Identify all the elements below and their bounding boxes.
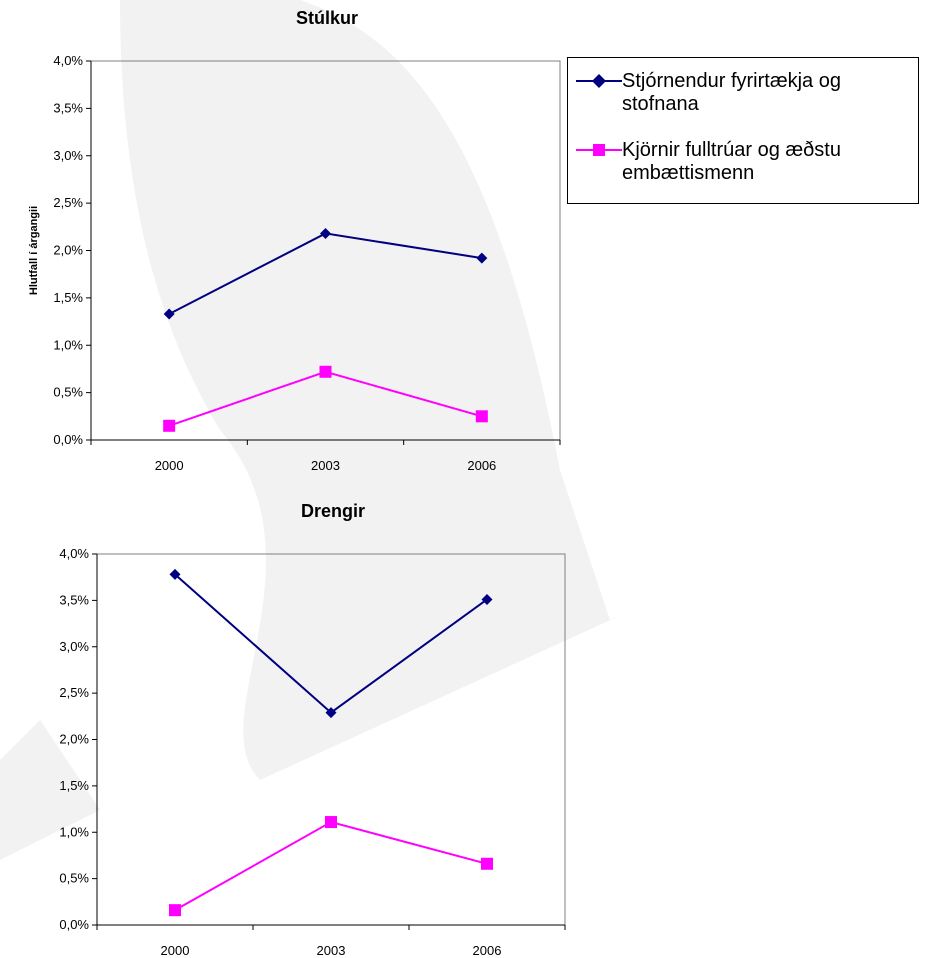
y-tick-label: 2,5% [53,195,83,210]
y-tick-label: 2,5% [59,685,89,700]
series-line [168,232,482,315]
data-point-diamond [481,593,493,605]
y-tick-label: 1,5% [53,290,83,305]
legend-item-kjornir: Kjörnir fulltrúar og æðstu embættismenn [576,139,912,185]
plot-area [96,553,566,926]
data-point-square [169,904,181,917]
data-point-square [481,857,493,870]
data-point-square [319,365,332,378]
legend-swatch-square [576,144,622,156]
legend: Stjórnendur fyrirtækja og stofnana Kjörn… [567,57,919,204]
chart-title: Stúlkur [296,8,358,28]
watermark-band-lower [0,720,100,860]
y-tick-label: 1,0% [59,824,89,839]
y-tick-label: 0,0% [53,432,83,447]
legend-label: Kjörnir fulltrúar og æðstu embættismenn [622,139,841,184]
y-tick-label: 3,0% [59,639,89,654]
y-tick-label: 4,0% [53,53,83,68]
series-line [174,820,488,912]
x-tick-label: 2003 [311,458,340,473]
chart-drengir: Drengir 0,0% 0,5% 1,0% 1,5% 2,0% 2,5% 3,0% 3,5% 4… [59,501,566,958]
data-point-square [325,816,337,829]
legend-marker-diamond [592,74,606,88]
chart-stulkur: Stúlkur Hlutfall í árgangii 0,0% 0,5% 1,0% 1,… [28,8,561,473]
legend-item-stjornendur: Stjórnendur fyrirtækja og stofnana [576,70,912,116]
x-tick-label: 2006 [467,458,496,473]
y-tick-label: 1,5% [59,778,89,793]
y-tick-label: 3,5% [59,592,89,607]
y-tick-label: 0,5% [59,871,89,886]
legend-label: Stjórnendur fyrirtækja og stofnana [622,70,841,115]
plot-area [90,60,561,441]
legend-marker-square [593,144,605,156]
y-tick-label: 0,0% [59,917,89,932]
data-point-diamond [320,227,331,239]
data-point-square [163,419,176,432]
data-point-square [475,410,488,423]
data-point-diamond [476,252,488,264]
y-tick-label: 2,0% [59,732,89,747]
y-tick-label: 4,0% [59,546,89,561]
series-line [168,370,483,427]
y-tick-label: 3,5% [53,100,83,115]
y-tick-label: 3,0% [53,148,83,163]
y-tick-label: 0,5% [53,385,83,400]
data-point-diamond [325,707,337,719]
x-tick-label: 2000 [155,458,184,473]
series-line [174,573,488,714]
y-tick-label: 1,0% [53,337,83,352]
watermark-band [120,0,720,780]
chart-title: Drengir [301,501,365,521]
x-tick-label: 2000 [161,943,190,958]
y-axis-title: Hlutfall í árgangii [28,206,40,295]
data-point-diamond [163,308,175,320]
x-tick-label: 2003 [317,943,346,958]
data-point-diamond [169,568,181,580]
x-tick-label: 2006 [473,943,502,958]
legend-swatch-diamond [576,74,622,88]
y-tick-label: 2,0% [53,243,83,258]
